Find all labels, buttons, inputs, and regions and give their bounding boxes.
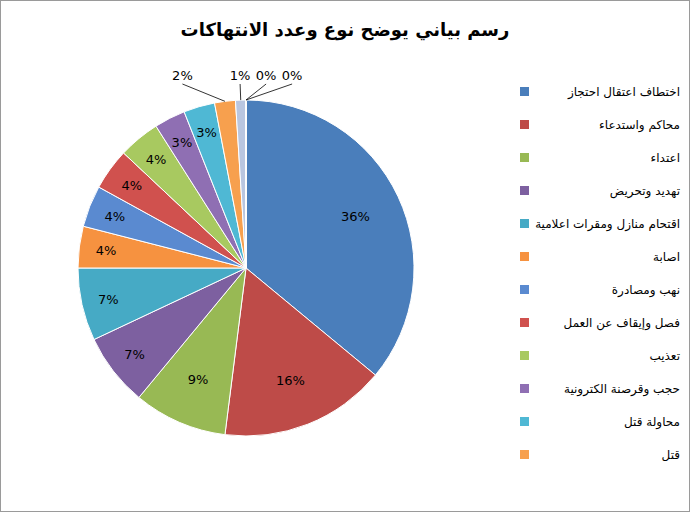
legend-swatch bbox=[520, 252, 529, 261]
data-label: 36% bbox=[341, 209, 370, 224]
data-label: 7% bbox=[124, 347, 145, 362]
legend-swatch bbox=[520, 120, 529, 129]
legend-label: اصابة bbox=[653, 250, 680, 264]
data-label: 7% bbox=[98, 292, 119, 307]
data-labels: 36%16%9%7%7%4%4%4%4%3%3%2%1%0%0% bbox=[96, 68, 370, 388]
data-label: 1% bbox=[230, 68, 251, 83]
legend-swatch bbox=[520, 450, 529, 459]
leader-line bbox=[240, 84, 242, 100]
legend-label: فصل وإيقاف عن العمل bbox=[564, 316, 680, 331]
data-label: 4% bbox=[104, 209, 125, 224]
legend-label: محاكم واستدعاء bbox=[599, 118, 680, 133]
legend-swatch bbox=[520, 186, 529, 195]
legend-label: محاولة قتل bbox=[624, 415, 680, 430]
legend-label: تعذيب bbox=[649, 349, 680, 363]
data-label: 4% bbox=[96, 243, 117, 258]
legend-swatch bbox=[520, 384, 529, 393]
chart: رسم بياني يوضح نوع وعدد الانتهاكات 36% 16%… bbox=[0, 0, 690, 512]
slice bbox=[215, 100, 246, 268]
data-label: 9% bbox=[188, 372, 209, 387]
leader-line bbox=[246, 84, 266, 100]
legend-swatch bbox=[520, 417, 529, 426]
data-label: 0% bbox=[282, 68, 303, 83]
data-label: 4% bbox=[122, 178, 143, 193]
slice bbox=[235, 100, 246, 268]
leader-line bbox=[246, 84, 292, 100]
data-label: 4% bbox=[146, 152, 167, 167]
legend-swatch bbox=[520, 285, 529, 294]
legend-label: قتل bbox=[662, 448, 680, 462]
legend: اختطاف اعتقال احتجاز محاكم واستدعاء اعتداء… bbox=[520, 85, 680, 462]
legend-swatch bbox=[520, 153, 529, 162]
frame bbox=[1, 1, 690, 512]
slice bbox=[246, 100, 247, 268]
data-label: 3% bbox=[172, 135, 193, 150]
legend-label: حجب وقرصنة الكترونية bbox=[564, 382, 680, 397]
slice bbox=[78, 268, 246, 340]
legend-swatch bbox=[520, 318, 529, 327]
legend-label: اقتحام منازل ومقرات اعلامية bbox=[535, 217, 680, 232]
data-label: 2% bbox=[172, 68, 193, 83]
legend-swatch bbox=[520, 87, 529, 96]
slice bbox=[246, 100, 247, 268]
legend-swatch bbox=[520, 219, 529, 228]
pie bbox=[78, 100, 414, 436]
legend-label: نهب ومصادرة bbox=[612, 283, 680, 298]
slice bbox=[225, 268, 376, 436]
legend-label: اختطاف اعتقال احتجاز bbox=[567, 85, 680, 100]
legend-label: اعتداء bbox=[651, 151, 680, 165]
legend-label: تهديد وتحريض bbox=[610, 184, 680, 199]
data-label: 16% bbox=[276, 373, 305, 388]
data-label: 0% bbox=[256, 68, 277, 83]
title: رسم بياني يوضح نوع وعدد الانتهاكات bbox=[181, 19, 510, 41]
leader-line bbox=[182, 84, 225, 101]
data-label: 3% bbox=[196, 125, 217, 140]
legend-swatch bbox=[520, 351, 529, 360]
